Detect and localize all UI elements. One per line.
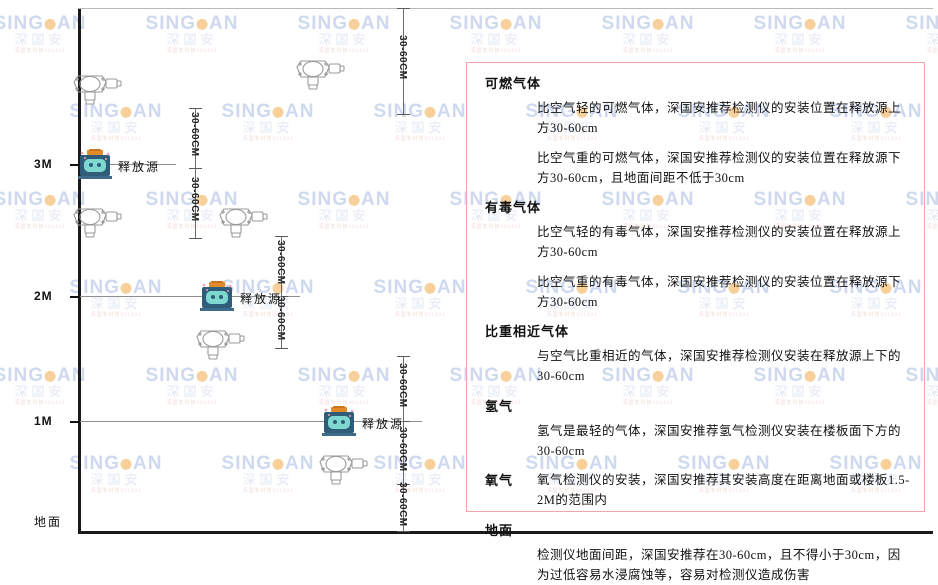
axis-level-label: 1M — [34, 414, 53, 428]
dimension-label: 30-60CM — [397, 427, 408, 472]
guideline-paragraph: 比空气重的可燃气体，深国安推荐检测仪的安装位置在释放源下方30-60cm，且地面… — [537, 148, 910, 189]
guideline-paragraph: 比空气轻的可燃气体，深国安推荐检测仪的安装位置在释放源上方30-60cm — [537, 98, 910, 139]
dimension-label: 30-60CM — [275, 240, 286, 285]
release-source-label: 释放源 — [240, 290, 282, 307]
guideline-section: 氢气氢气是最轻的气体，深国安推荐氢气检测仪安装在楼板面下方的30-60cm — [481, 396, 910, 462]
release-source-label: 释放源 — [118, 158, 160, 175]
guideline-section: 可燃气体比空气轻的可燃气体，深国安推荐检测仪的安装位置在释放源上方30-60cm… — [481, 73, 910, 188]
dimension-tick — [397, 531, 410, 532]
release-source-label: 释放源 — [362, 415, 404, 432]
ceiling-line — [78, 8, 933, 9]
dimension-label: 30-60CM — [397, 363, 408, 408]
guideline-heading: 氧气 — [485, 470, 537, 489]
guideline-heading: 氢气 — [485, 396, 910, 415]
dimension-tick — [189, 238, 202, 239]
dimension-tick — [275, 236, 288, 237]
dimension-tick — [189, 168, 202, 169]
gas-detector-icon — [72, 203, 124, 239]
guideline-section: 地面检测仪地面间距，深国安推荐在30-60cm，且不得小于30cm，因为过低容易… — [481, 520, 910, 585]
guideline-paragraph: 氧气检测仪的安装，深国安推荐其安装高度在距离地面或楼板1.5-2M的范围内 — [537, 470, 910, 511]
ground-label: 地面 — [34, 513, 62, 530]
release-source-icon — [200, 281, 234, 311]
guideline-paragraph: 比空气重的有毒气体，深国安推荐检测仪的安装位置在释放源下方30-60cm — [537, 272, 910, 313]
guideline-heading: 比重相近气体 — [485, 321, 910, 340]
axis-tick — [70, 421, 80, 423]
gas-detector-icon — [295, 55, 347, 91]
dimension-tick — [275, 348, 288, 349]
dimension-label: 30-60CM — [189, 177, 200, 222]
gas-detector-icon — [195, 325, 247, 361]
gas-detector-icon — [72, 70, 124, 106]
guideline-paragraph: 氢气是最轻的气体，深国安推荐氢气检测仪安装在楼板面下方的30-60cm — [537, 421, 910, 462]
guideline-heading: 地面 — [485, 520, 910, 539]
axis-level-label: 2M — [34, 289, 53, 303]
release-source-icon — [322, 406, 356, 436]
release-source-icon — [78, 149, 112, 179]
guideline-paragraph: 比空气轻的有毒气体，深国安推荐检测仪的安装位置在释放源上方30-60cm — [537, 222, 910, 263]
dimension-label: 30-60CM — [397, 35, 408, 80]
dimension-tick — [189, 108, 202, 109]
guideline-heading: 有毒气体 — [485, 197, 910, 216]
gas-detector-icon — [318, 450, 370, 486]
dimension-label: 30-60CM — [397, 482, 408, 527]
dimension-label: 30-60CM — [189, 112, 200, 157]
axis-level-label: 3M — [34, 157, 53, 171]
axis-tick — [70, 296, 80, 298]
gas-detector-icon — [218, 203, 270, 239]
dimension-tick — [397, 114, 410, 115]
dimension-tick — [397, 8, 410, 9]
installation-guidelines-panel: 可燃气体比空气轻的可燃气体，深国安推荐检测仪的安装位置在释放源上方30-60cm… — [466, 62, 925, 512]
guideline-paragraph: 检测仪地面间距，深国安推荐在30-60cm，且不得小于30cm，因为过低容易水浸… — [537, 545, 910, 585]
guideline-section: 氧气氧气检测仪的安装，深国安推荐其安装高度在距离地面或楼板1.5-2M的范围内 — [481, 470, 910, 511]
guideline-heading: 可燃气体 — [485, 73, 910, 92]
dimension-tick — [397, 356, 410, 357]
guideline-paragraph: 与空气比重相近的气体，深国安推荐检测仪安装在释放源上下的30-60cm — [537, 346, 910, 387]
guideline-section: 有毒气体比空气轻的有毒气体，深国安推荐检测仪的安装位置在释放源上方30-60cm… — [481, 197, 910, 312]
guideline-section: 比重相近气体与空气比重相近的气体，深国安推荐检测仪安装在释放源上下的30-60c… — [481, 321, 910, 387]
